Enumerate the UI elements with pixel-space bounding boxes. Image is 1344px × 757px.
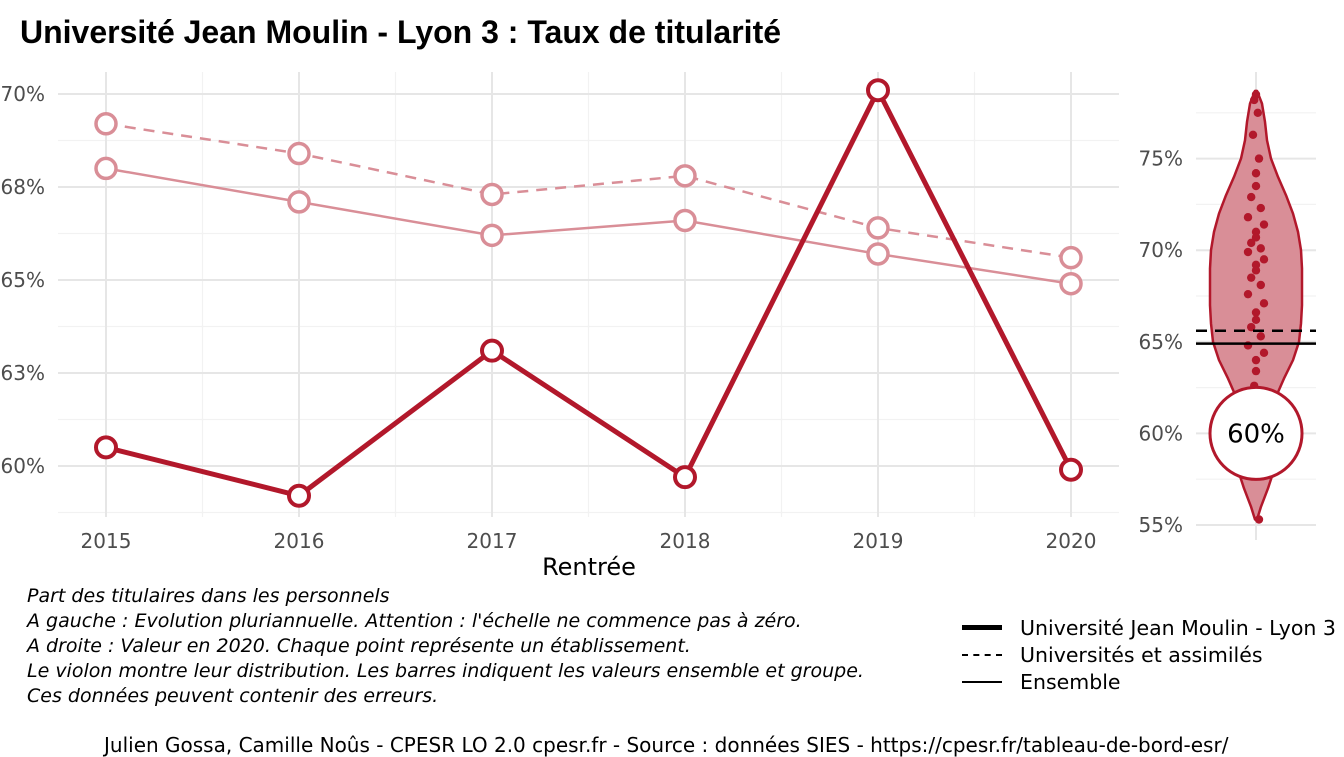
legend-swatch-solid-thin — [962, 680, 1002, 683]
left-panel-series — [94, 78, 1083, 508]
data-point — [480, 182, 504, 207]
y-tick-label: 75% — [1139, 147, 1183, 171]
data-point — [94, 112, 118, 136]
y-tick-label: 63% — [1, 361, 45, 385]
establishment-point — [1259, 220, 1269, 229]
x-tick-label: 2017 — [467, 529, 518, 553]
source-caption: Julien Gossa, Camille Noûs - CPESR LO 2.… — [104, 733, 1229, 757]
data-point — [673, 164, 697, 188]
chart-title: Université Jean Moulin - Lyon 3 : Taux d… — [20, 14, 782, 50]
establishment-point — [1251, 233, 1261, 242]
note-line: Part des titulaires dans les personnels — [27, 585, 390, 607]
establishment-point — [1256, 203, 1266, 213]
y-tick-label: 65% — [1139, 330, 1183, 354]
establishment-point — [1259, 348, 1269, 357]
establishment-point — [1253, 108, 1263, 118]
note-line: A gauche : Evolution pluriannuelle. Atte… — [27, 610, 802, 632]
establishment-point — [1251, 169, 1261, 178]
establishment-point — [1254, 154, 1264, 163]
establishment-point — [1243, 247, 1253, 257]
legend: Université Jean Moulin - Lyon 3 Universi… — [962, 614, 1336, 695]
legend-label: Universités et assimilés — [1020, 642, 1263, 667]
x-tick-label: 2018 — [660, 529, 711, 553]
data-point — [866, 78, 890, 103]
y-tick-label: 65% — [1, 268, 45, 292]
series-line-dashed — [105, 122, 1072, 259]
legend-item-university: Université Jean Moulin - Lyon 3 — [962, 614, 1336, 641]
establishment-point — [1250, 95, 1259, 105]
establishment-point — [1251, 315, 1261, 325]
establishment-point — [1251, 266, 1261, 275]
establishment-point — [1248, 130, 1258, 139]
data-point — [94, 435, 118, 460]
chart-canvas: 60%63%65%68%70%2015 2016 2017 2018 2019 2020 … — [1, 72, 1316, 581]
establishment-point — [1247, 273, 1256, 282]
establishment-point — [1251, 366, 1261, 376]
establishment-point — [1243, 213, 1253, 222]
y-tick-label: 70% — [1, 82, 45, 106]
data-point — [1059, 271, 1083, 296]
x-tick-label: 2016 — [274, 529, 325, 553]
data-point — [673, 465, 697, 490]
data-point — [287, 190, 311, 214]
data-point — [673, 208, 697, 233]
establishment-point — [1259, 299, 1269, 308]
establishment-point — [1251, 308, 1261, 317]
establishment-point — [1256, 244, 1266, 253]
series-line-thick — [105, 84, 1074, 499]
establishment-point — [1243, 289, 1253, 299]
establishment-point — [1247, 322, 1256, 332]
note-line: Ces données peuvent contenir des erreurs… — [27, 685, 439, 707]
data-point — [866, 242, 890, 266]
data-point — [287, 483, 311, 508]
series-line-thin — [105, 167, 1072, 285]
data-point — [1059, 457, 1083, 482]
establishment-point — [1256, 280, 1266, 290]
legend-swatch-dashed — [962, 653, 1002, 656]
data-point — [480, 223, 504, 248]
establishment-point — [1247, 192, 1256, 202]
data-point — [1059, 245, 1083, 270]
data-point — [94, 156, 118, 181]
y-tick-label: 60% — [1, 454, 45, 478]
violin-panel: 60% — [1196, 89, 1316, 524]
legend-label: Ensemble — [1020, 669, 1121, 694]
legend-swatch-solid-thick — [962, 625, 1002, 630]
x-tick-label: 2020 — [1046, 529, 1097, 553]
left-panel-ticks: 60% 63% 65% 68% 70% 2015 2016 2017 2018 2019 2020 — [1, 82, 1097, 553]
data-point — [480, 338, 504, 363]
legend-label: Université Jean Moulin - Lyon 3 — [1020, 615, 1336, 640]
y-tick-label: 55% — [1139, 513, 1183, 537]
data-point — [866, 216, 890, 240]
right-panel-ticks: 55% 60% 65% 70% 75% — [1139, 147, 1183, 537]
y-tick-label: 70% — [1139, 238, 1183, 262]
data-point — [287, 141, 311, 166]
y-tick-label: 60% — [1139, 421, 1183, 445]
y-tick-label: 68% — [1, 175, 45, 199]
establishment-point — [1251, 355, 1261, 365]
establishment-point — [1254, 515, 1264, 524]
note-line: A droite : Valeur en 2020. Chaque point … — [27, 635, 691, 657]
legend-item-ensemble: Ensemble — [962, 668, 1336, 695]
establishment-point — [1259, 255, 1269, 264]
highlight-value-label: 60% — [1227, 419, 1285, 449]
x-axis-title: Rentrée — [542, 553, 636, 581]
establishment-point — [1247, 238, 1256, 248]
left-panel-grid — [58, 72, 1119, 517]
establishment-point — [1251, 181, 1261, 191]
legend-item-group: Universités et assimilés — [962, 641, 1336, 668]
highlight-bubble — [1208, 385, 1304, 481]
establishment-point — [1256, 332, 1266, 341]
note-line: Le violon montre leur distribution. Les … — [27, 660, 864, 682]
x-tick-label: 2019 — [853, 529, 904, 553]
chart-notes: Part des titulaires dans les personnels … — [27, 584, 864, 709]
x-tick-label: 2015 — [81, 529, 132, 553]
